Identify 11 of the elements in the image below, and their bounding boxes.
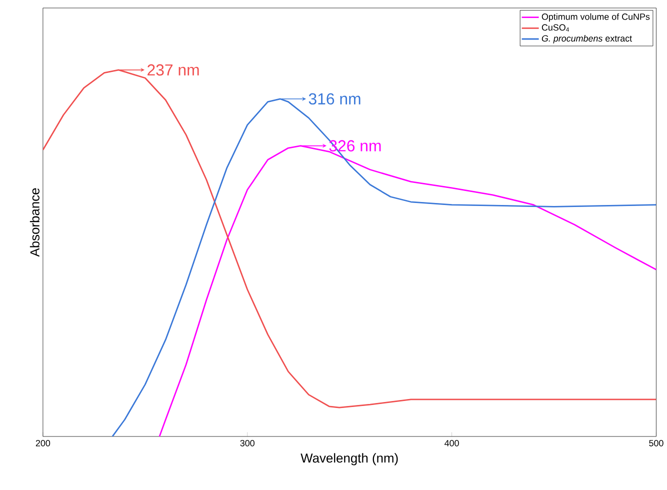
x-tick-label: 300 — [240, 440, 254, 446]
x-tick-label: 400 — [444, 440, 459, 446]
x-tick-label: 200 — [36, 440, 50, 446]
legend-label: G. procumbens extract — [542, 34, 632, 44]
x-axis-title: Wavelength (nm) — [300, 452, 398, 466]
annotation: 316 nm — [308, 93, 360, 104]
x-tick-label: 500 — [649, 440, 664, 446]
legend-label: Optimum volume of CuNPs — [542, 13, 650, 22]
y-axis-title: Absorbance — [30, 188, 40, 257]
legend-label: CuSO$_{4}$ — [542, 24, 570, 32]
annotation: 237 nm — [148, 64, 199, 76]
